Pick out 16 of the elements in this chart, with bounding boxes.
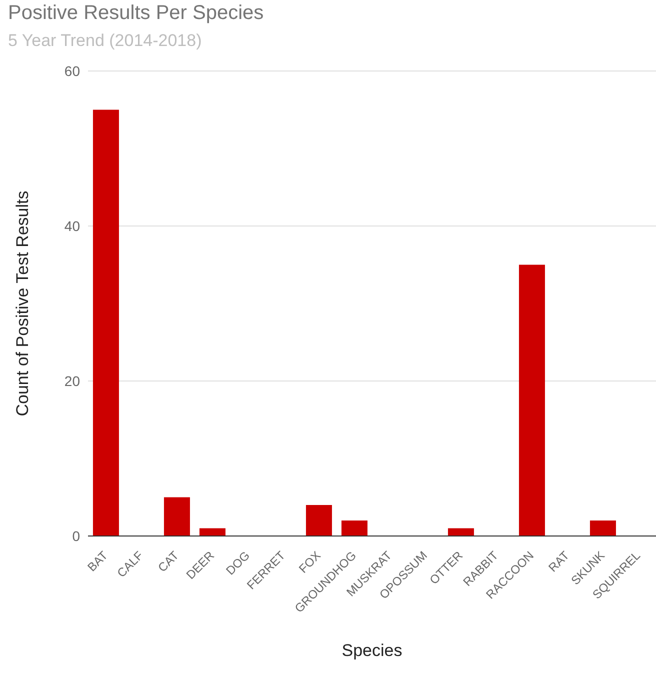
y-tick-label: 0 <box>72 528 80 544</box>
chart-title: Positive Results Per Species <box>8 2 265 25</box>
bar <box>518 264 545 536</box>
x-axis-title: Species <box>342 641 402 660</box>
bar <box>199 528 226 536</box>
bar <box>590 520 616 536</box>
bar <box>164 497 190 536</box>
y-tick-label: 20 <box>64 372 80 389</box>
y-tick-label: 60 <box>64 62 80 79</box>
bar <box>341 520 368 536</box>
bar <box>92 110 119 536</box>
y-tick-label: 40 <box>64 218 80 234</box>
bar <box>448 528 474 536</box>
bar <box>306 505 332 536</box>
chart-subtitle: 5 Year Trend (2014-2018) <box>8 31 203 51</box>
y-axis-title: Count of Positive Test Results <box>13 190 32 416</box>
